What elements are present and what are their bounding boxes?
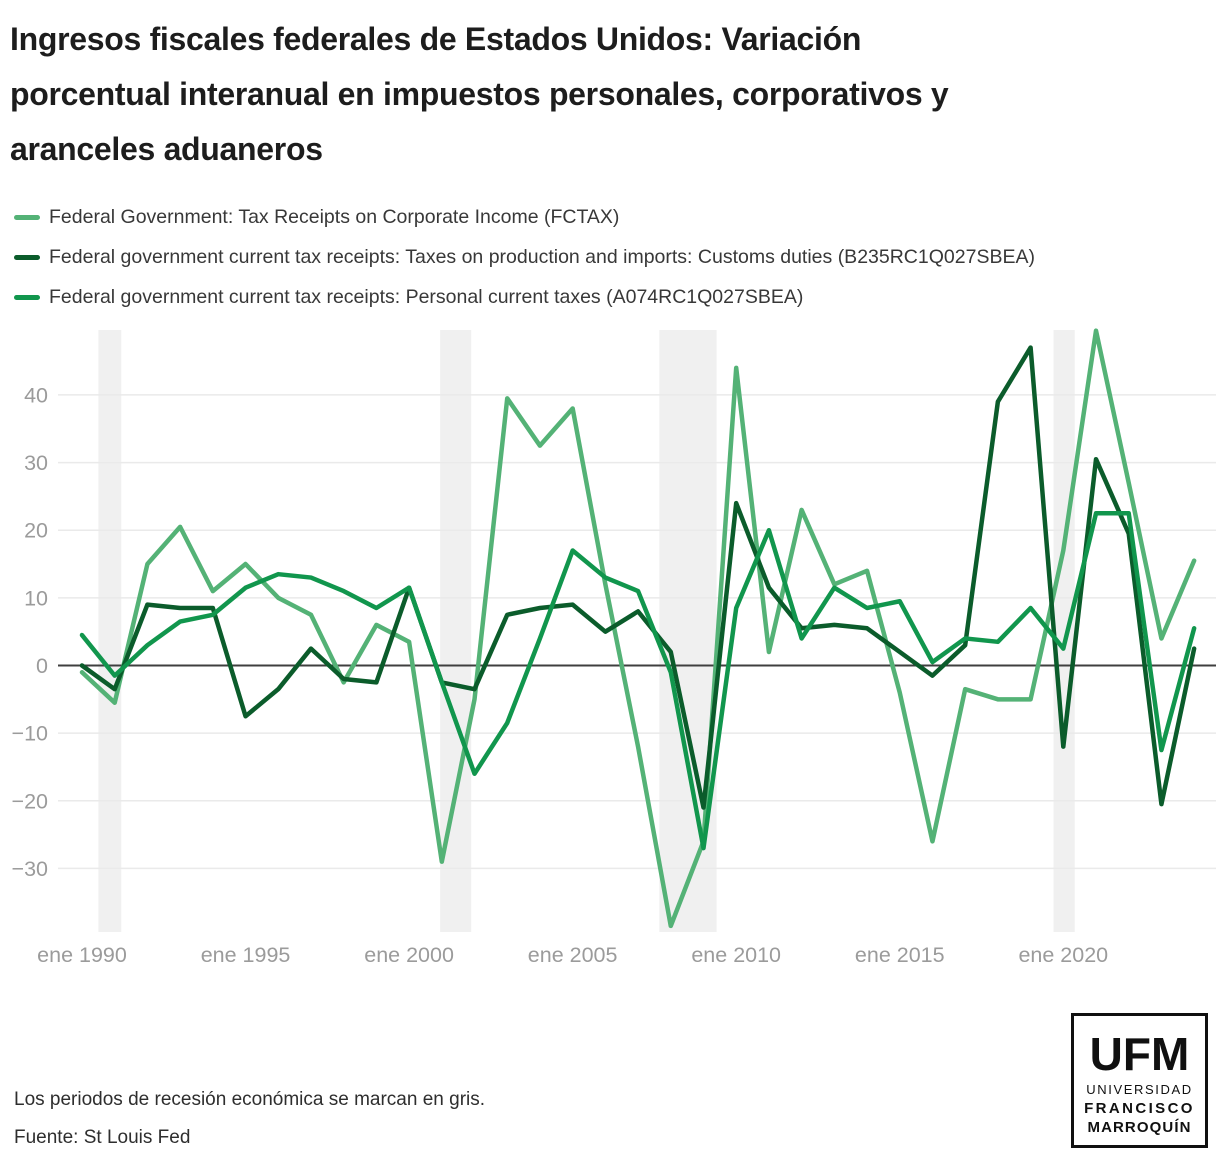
ufm-logo-universidad: UNIVERSIDAD [1086, 1082, 1193, 1097]
legend-swatch-corporate-icon [14, 214, 40, 220]
legend-item-customs: Federal government current tax receipts:… [14, 237, 1035, 277]
legend-item-personal: Federal government current tax receipts:… [14, 277, 1035, 317]
series-line-corporate [79, 328, 1197, 929]
legend: Federal Government: Tax Receipts on Corp… [14, 197, 1035, 317]
ufm-logo-francisco: FRANCISCO [1084, 1100, 1195, 1117]
y-axis-tick-label: 40 [24, 383, 48, 407]
y-axis-tick-label: −10 [12, 722, 49, 746]
ufm-logo-marroquin: MARROQUÍN [1087, 1119, 1192, 1136]
ufm-logo-acronym: UFM [1089, 1028, 1190, 1080]
recession-band [98, 330, 122, 932]
recession-band [659, 330, 717, 932]
y-axis-tick-label: 30 [24, 451, 48, 475]
recession-band [1053, 330, 1075, 932]
y-axis-tick-label: 0 [36, 654, 48, 678]
page-title-line-2: porcentual interanual en impuestos perso… [10, 76, 949, 112]
x-axis-tick-label: ene 2010 [691, 943, 781, 967]
recession-footnote: Los periodos de recesión económica se ma… [14, 1089, 486, 1110]
x-axis-tick-label: ene 2015 [855, 943, 945, 967]
page-title-line-1: Ingresos fiscales federales de Estados U… [10, 21, 862, 57]
page-title: Ingresos fiscales federales de Estados U… [10, 12, 1210, 177]
recession-band [440, 330, 472, 932]
source-note: Fuente: St Louis Fed [14, 1127, 191, 1148]
x-axis-tick-label: ene 2000 [364, 943, 454, 967]
y-axis-tick-label: 20 [24, 519, 48, 543]
x-axis-tick-label: ene 2005 [528, 943, 618, 967]
x-axis-tick-label: ene 1990 [37, 943, 127, 967]
y-axis-tick-label: 10 [24, 586, 48, 610]
legend-label-corporate: Federal Government: Tax Receipts on Corp… [49, 205, 620, 228]
legend-swatch-personal-icon [14, 294, 40, 300]
x-axis-tick-label: ene 1995 [201, 943, 291, 967]
y-axis-tick-label: −30 [12, 857, 49, 881]
series-line-personal [79, 511, 1197, 851]
ufm-logo: UFM UNIVERSIDAD FRANCISCO MARROQUÍN [1071, 1013, 1208, 1148]
legend-item-corporate: Federal Government: Tax Receipts on Corp… [14, 197, 1035, 237]
series-line-customs [79, 345, 1197, 810]
legend-label-customs: Federal government current tax receipts:… [49, 245, 1035, 268]
page-title-line-3: aranceles aduaneros [10, 131, 323, 167]
y-axis-tick-label: −20 [12, 789, 49, 813]
x-axis-tick-label: ene 2020 [1018, 943, 1108, 967]
legend-label-personal: Federal government current tax receipts:… [49, 285, 804, 308]
legend-swatch-customs-icon [14, 254, 40, 260]
